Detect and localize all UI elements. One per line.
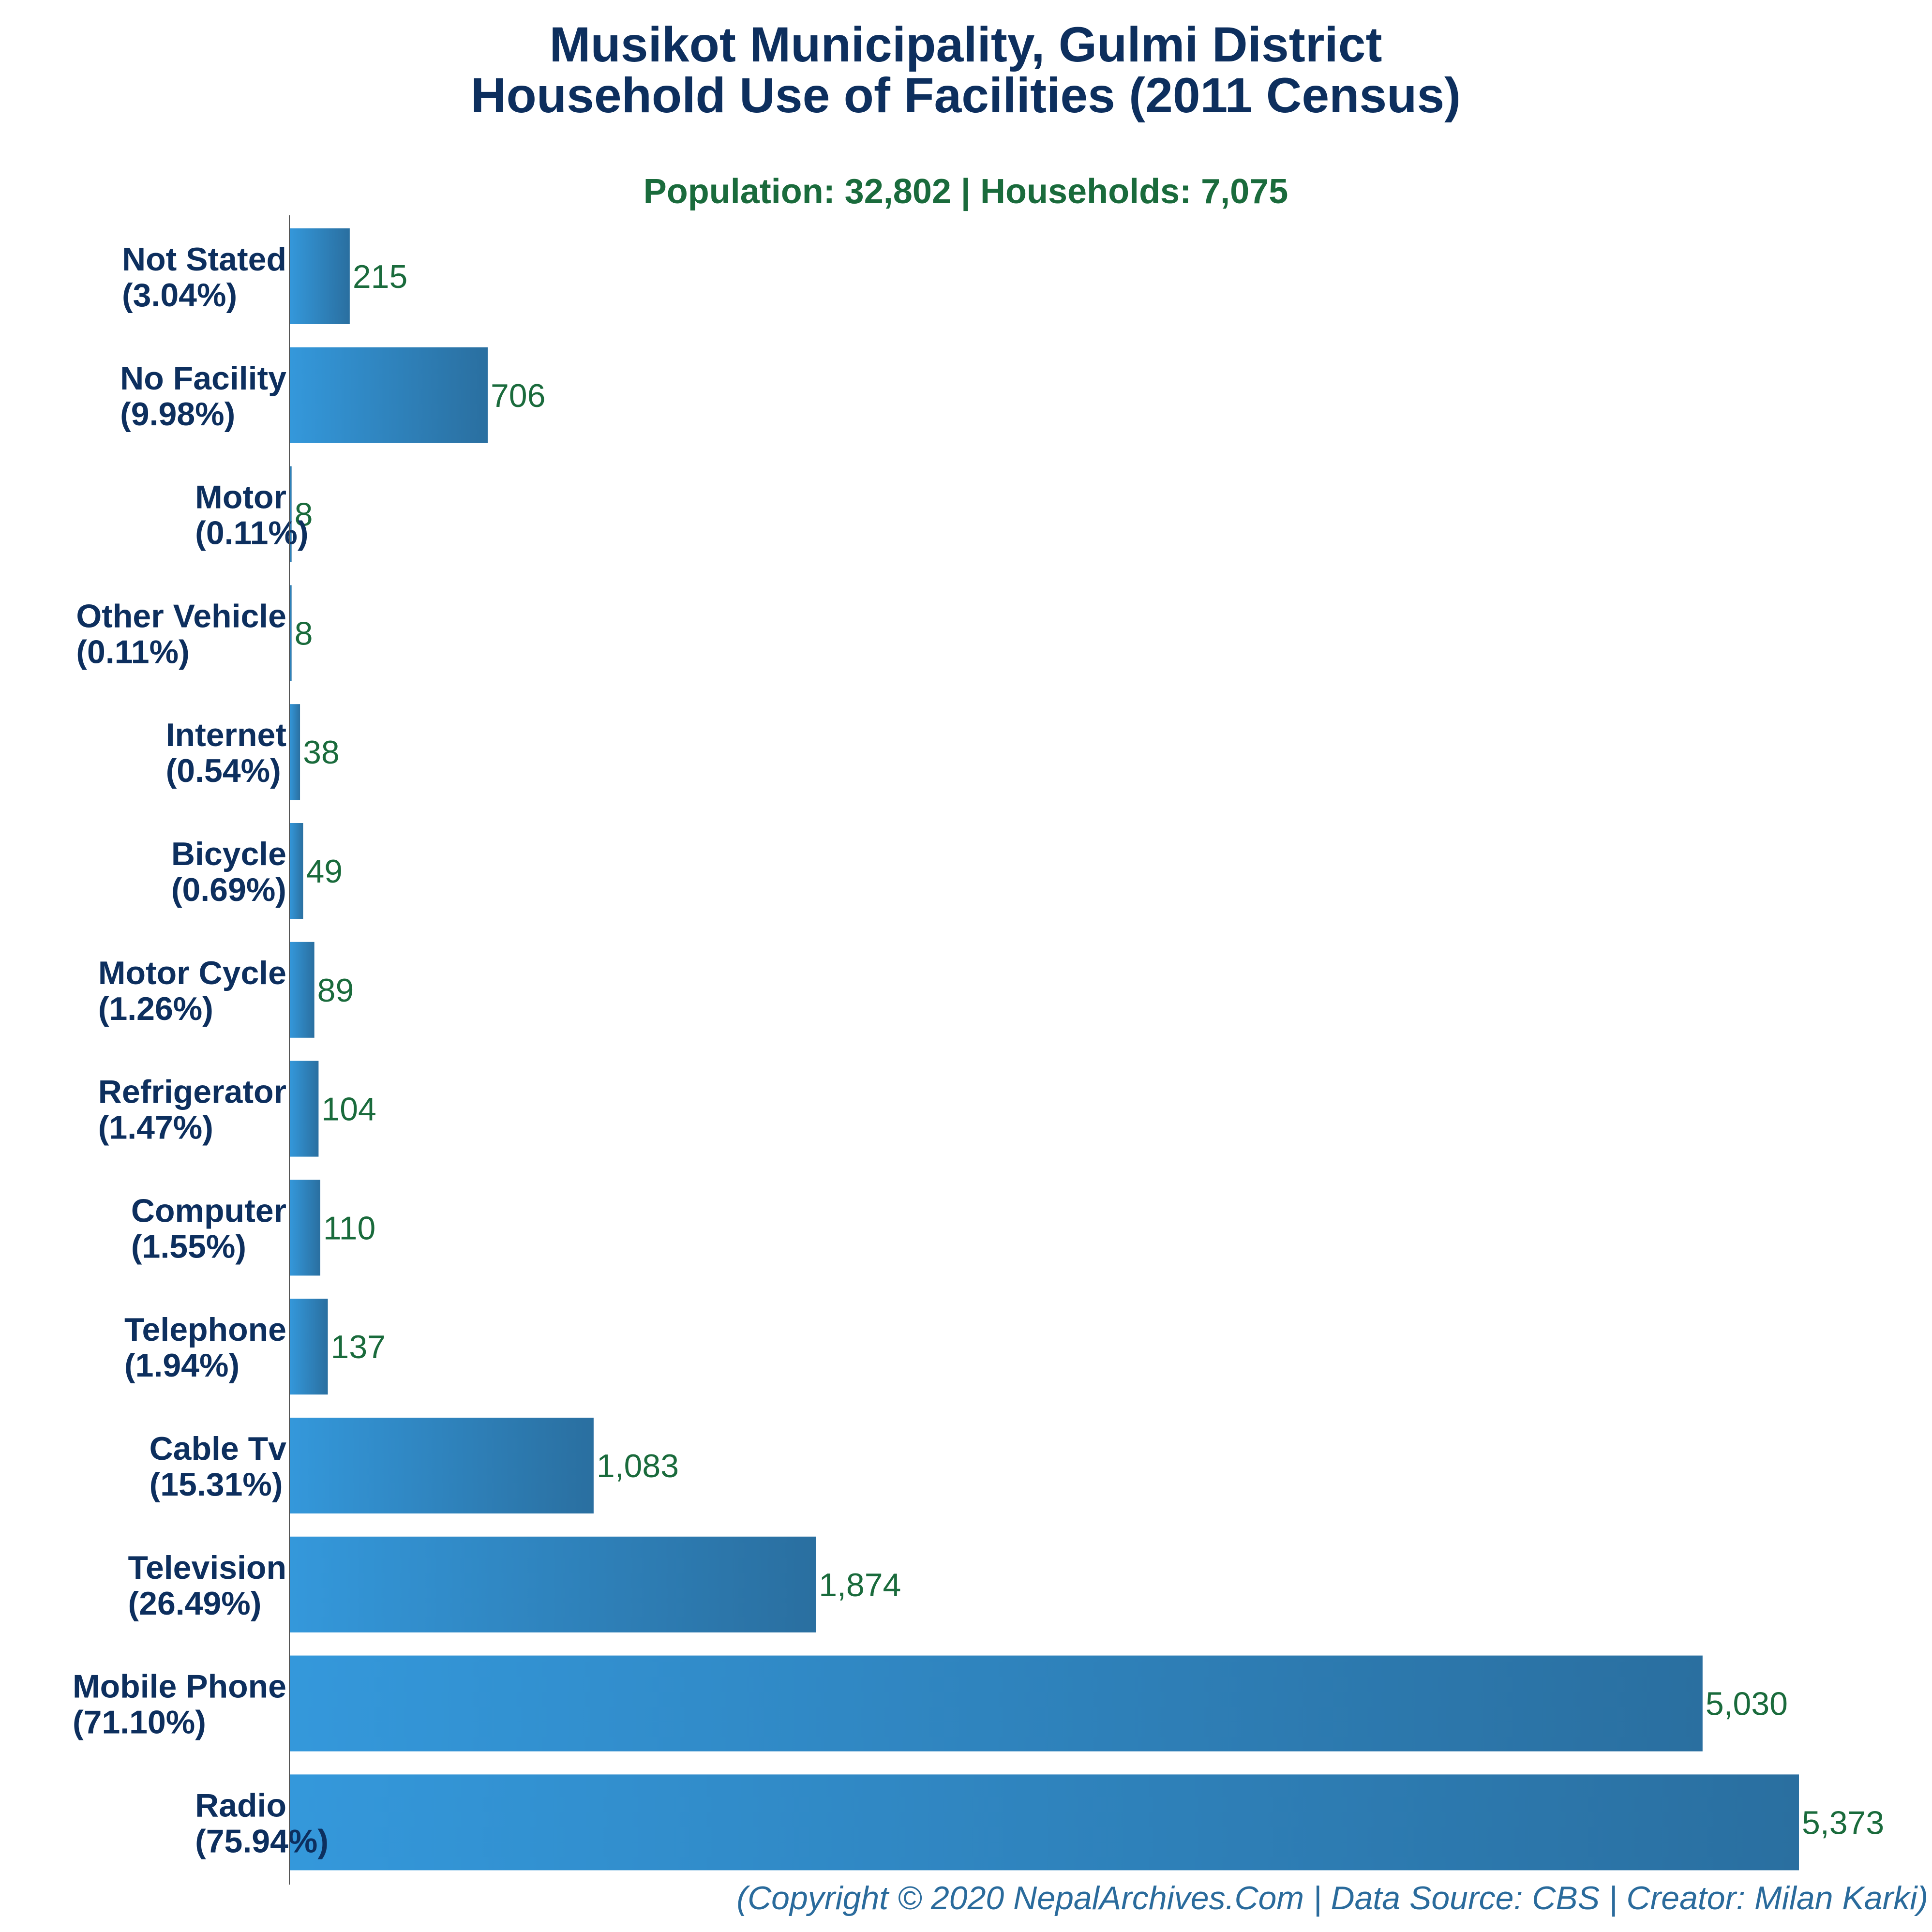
category-label-bicycle: Bicycle [171,836,286,872]
bar-not-stated [289,228,350,324]
value-label-bicycle: 49 [306,853,343,890]
value-label-other-vehicle: 8 [295,615,313,652]
category-pct-motor-cycle: (1.26%) [98,990,213,1027]
category-label-computer: Computer [131,1192,286,1229]
category-pct-other-vehicle: (0.11%) [76,633,189,670]
chart-title-line-1: Musikot Municipality, Gulmi District [550,17,1382,72]
category-label-refrigerator: Refrigerator [98,1074,286,1110]
bar-computer [289,1180,320,1276]
bar-cable-tv [289,1418,594,1513]
value-label-refrigerator: 104 [321,1091,376,1128]
bar-refrigerator [289,1061,319,1157]
value-label-motor: 8 [295,496,313,533]
bar-other-vehicle [289,585,292,681]
category-label-cable-tv: Cable Tv [150,1430,287,1467]
bar-telephone [289,1299,328,1395]
bar-motor [289,466,292,562]
value-label-motor-cycle: 89 [317,972,354,1009]
value-label-computer: 110 [323,1210,375,1246]
chart-title-line-2: Household Use of Facilities (2011 Census… [471,68,1461,123]
category-pct-refrigerator: (1.47%) [98,1109,213,1146]
category-label-other-vehicle: Other Vehicle [76,598,286,634]
value-label-internet: 38 [303,734,340,771]
category-pct-mobile-phone: (71.10%) [73,1704,206,1741]
category-pct-radio: (75.94%) [195,1823,329,1859]
chart-subtitle: Population: 32,802 | Households: 7,075 [644,172,1288,211]
category-pct-internet: (0.54%) [166,752,281,789]
category-pct-not-stated: (3.04%) [122,277,237,314]
value-label-no-facility: 706 [491,377,545,414]
value-label-television: 1,874 [819,1567,901,1603]
bar-internet [289,704,300,800]
value-label-not-stated: 215 [353,258,407,295]
category-pct-telephone: (1.94%) [124,1347,240,1384]
bar-bicycle [289,823,303,919]
category-label-mobile-phone: Mobile Phone [73,1668,286,1705]
category-label-television: Television [128,1549,286,1586]
value-label-cable-tv: 1,083 [597,1448,679,1484]
category-label-telephone: Telephone [124,1311,286,1348]
bar-mobile-phone [289,1655,1703,1752]
category-label-no-facility: No Facility [120,360,286,397]
category-label-internet: Internet [166,717,286,753]
value-label-radio: 5,373 [1802,1804,1884,1841]
category-pct-bicycle: (0.69%) [171,871,286,908]
bar-television [289,1536,816,1632]
category-pct-computer: (1.55%) [131,1228,246,1265]
value-label-telephone: 137 [331,1329,386,1365]
bars-group: 215 Not Stated(3.04%) 706 No Facility(9.98%… [73,228,1884,1871]
category-pct-television: (26.49%) [128,1585,261,1622]
bar-radio [289,1774,1799,1871]
value-label-mobile-phone: 5,030 [1706,1686,1788,1722]
category-pct-no-facility: (9.98%) [120,396,235,433]
category-label-motor-cycle: Motor Cycle [98,955,286,991]
category-label-radio: Radio [195,1787,286,1824]
bar-motor-cycle [289,942,315,1038]
bar-no-facility [289,347,488,443]
category-pct-cable-tv: (15.31%) [150,1466,283,1503]
category-pct-motor: (0.11%) [195,515,308,552]
chart-footer: (Copyright © 2020 NepalArchives.Com | Da… [736,1880,1928,1917]
category-label-not-stated: Not Stated [122,241,286,278]
category-label-motor: Motor [195,479,286,516]
